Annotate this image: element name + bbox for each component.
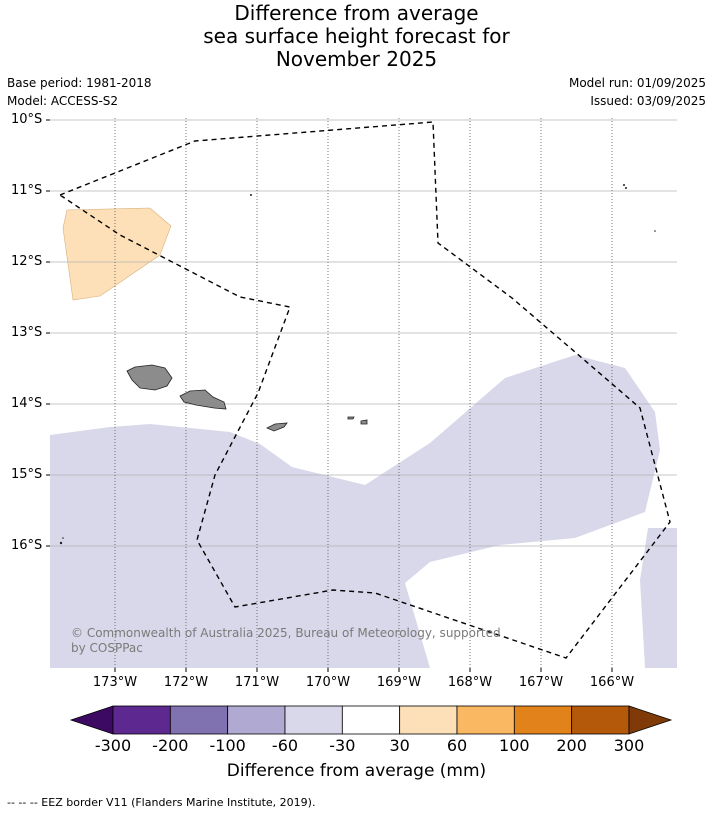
- lon-label-169w: 169°W: [376, 675, 422, 690]
- model-name: Model: ACCESS-S2: [7, 94, 119, 108]
- colorbar-tick-label: -30: [329, 736, 356, 755]
- colorbar-bin-2: [227, 705, 286, 735]
- base-period: Base period: 1981-2018: [7, 76, 152, 90]
- island-ofu: [347, 416, 355, 420]
- lat-label-12s: 12°S: [11, 254, 43, 269]
- copyright-notice: © Commonwealth of Australia 2025, Bureau…: [71, 626, 501, 656]
- lon-label-173w: 173°W: [92, 675, 138, 690]
- colorbar-tick-label: -200: [152, 736, 189, 755]
- colorbar-tick-label: 30: [389, 736, 410, 755]
- colorbar-bin-6: [456, 705, 515, 735]
- title-line-3: November 2025: [275, 47, 438, 71]
- island-savaii: [126, 364, 173, 391]
- colorbar-bin-0: [112, 705, 171, 735]
- colorbar-title: Difference from average (mm): [226, 761, 487, 781]
- lat-label-13s: 13°S: [11, 325, 43, 340]
- colorbar-bin-1: [169, 705, 229, 735]
- lat-label-11s: 11°S: [11, 183, 43, 198]
- colorbar-tick-label: 100: [499, 736, 530, 755]
- island-upolu: [179, 389, 227, 410]
- island-tokelau-2: [625, 187, 627, 189]
- island-tokelau-1: [623, 184, 625, 186]
- lon-label-166w: 166°W: [589, 675, 635, 690]
- colorbar-tick-label: -100: [209, 736, 246, 755]
- copyright-line-1: © Commonwealth of Australia 2025, Bureau…: [71, 626, 501, 640]
- copyright-line-2: by COSPPac: [71, 641, 143, 655]
- colorbar-bin-3: [284, 705, 343, 735]
- anomaly-region-negative-east: [640, 528, 677, 668]
- lat-label-14s: 14°S: [11, 396, 43, 411]
- title-line-2: sea surface height forecast for: [203, 24, 510, 48]
- colorbar-bin-8: [571, 705, 630, 735]
- eez-border-samoa: [58, 121, 671, 659]
- lon-label-170w: 170°W: [305, 675, 351, 690]
- island-tokelau-3: [654, 230, 656, 232]
- model-run: Model run: 01/09/2025: [568, 76, 706, 90]
- lat-label-16s: 16°S: [11, 538, 43, 553]
- colorbar-bin-4: [341, 705, 401, 735]
- lon-label-172w: 172°W: [163, 675, 209, 690]
- island-west: [59, 541, 63, 545]
- colorbar-bin-7: [513, 705, 573, 735]
- island-tutuila: [266, 422, 288, 432]
- colorbar-bin-5: [399, 705, 458, 735]
- anomaly-region-negative: [50, 355, 660, 668]
- island-tau: [360, 419, 368, 425]
- anomaly-region-positive: [62, 207, 172, 301]
- colorbar: [69, 705, 673, 735]
- lat-label-15s: 15°S: [11, 467, 43, 482]
- colorbar-tick-label: -300: [94, 736, 132, 755]
- lon-label-167w: 167°W: [518, 675, 564, 690]
- colorbar-tick-label: 60: [446, 736, 468, 755]
- lon-label-171w: 171°W: [234, 675, 280, 690]
- lat-label-10s: 10°S: [11, 112, 43, 127]
- eez-footnote: -- -- -- EEZ border V11 (Flanders Marine…: [7, 796, 316, 809]
- island-swains: [250, 194, 252, 196]
- colorbar-tick-label: 200: [556, 736, 587, 755]
- colorbar-extend-max: [628, 705, 673, 735]
- colorbar-extend-min: [69, 705, 114, 735]
- title-line-1: Difference from average: [234, 1, 479, 25]
- colorbar-tick-label: 300: [613, 736, 645, 755]
- island-west-2: [62, 537, 64, 539]
- lon-label-168w: 168°W: [447, 675, 493, 690]
- issued-date: Issued: 03/09/2025: [590, 94, 706, 108]
- colorbar-tick-label: -60: [271, 736, 299, 755]
